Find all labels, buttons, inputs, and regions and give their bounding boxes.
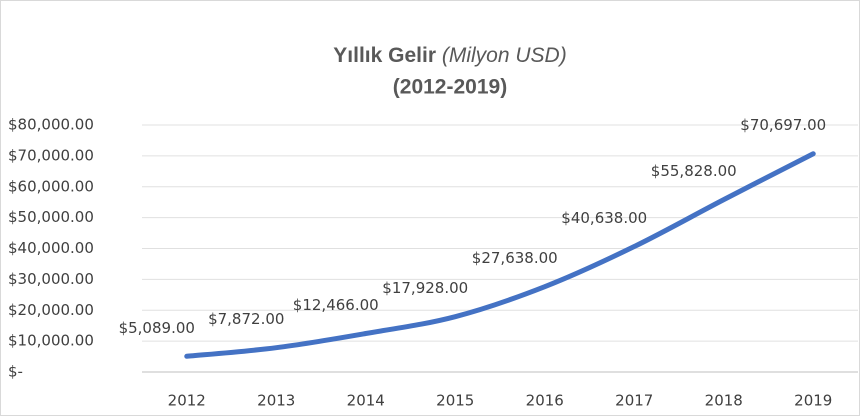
line <box>184 151 816 359</box>
x-tick-label: 2019 <box>794 392 832 410</box>
data-label: $7,872.00 <box>208 310 284 328</box>
data-label: $17,928.00 <box>382 279 468 297</box>
chart-subtitle: (2012-2019) <box>393 76 507 99</box>
x-tick-label: 2013 <box>257 392 295 410</box>
y-tick-label: $70,000.00 <box>8 146 94 164</box>
data-label: $70,697.00 <box>740 116 826 134</box>
y-tick-label: $10,000.00 <box>8 332 94 350</box>
data-label: $27,638.00 <box>472 249 558 267</box>
chart-title: Yıllık Gelir <box>333 44 436 67</box>
y-tick-label: $20,000.00 <box>8 301 94 319</box>
chart-title-line: Yıllık Gelir (Milyon USD) <box>333 44 566 67</box>
x-tick-label: 2016 <box>526 392 564 410</box>
data-label: $12,466.00 <box>293 296 379 314</box>
y-tick-label: $80,000.00 <box>8 116 94 134</box>
x-tick-label: 2017 <box>615 392 653 410</box>
data-label: $40,638.00 <box>561 209 647 227</box>
y-tick-label: $60,000.00 <box>8 177 94 195</box>
data-label: $5,089.00 <box>119 319 195 337</box>
x-tick-label: 2014 <box>347 392 385 410</box>
x-tick-label: 2018 <box>705 392 743 410</box>
y-tick-label: $- <box>8 363 23 381</box>
y-tick-label: $30,000.00 <box>8 270 94 288</box>
x-tick-label: 2015 <box>436 392 474 410</box>
chart-title-note: (Milyon USD) <box>442 44 567 67</box>
x-tick-label: 2012 <box>168 392 206 410</box>
data-label: $55,828.00 <box>651 162 737 180</box>
y-tick-label: $40,000.00 <box>8 239 94 257</box>
y-tick-label: $50,000.00 <box>8 208 94 226</box>
